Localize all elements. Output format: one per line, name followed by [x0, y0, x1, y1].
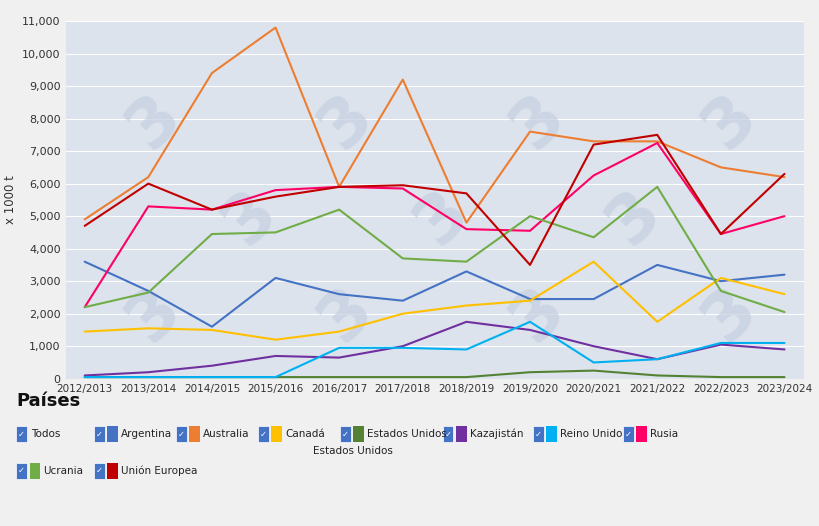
Text: Estados Unidos: Estados Unidos — [367, 429, 446, 439]
Text: Kazajistán: Kazajistán — [469, 429, 523, 439]
Text: 3: 3 — [402, 178, 481, 257]
Text: ✓: ✓ — [624, 429, 631, 439]
Text: 3: 3 — [594, 178, 672, 257]
Text: 3: 3 — [115, 275, 193, 354]
Text: Australia: Australia — [203, 429, 250, 439]
Text: Canadá: Canadá — [285, 429, 324, 439]
Text: 3: 3 — [306, 275, 385, 354]
Text: Argentina: Argentina — [121, 429, 172, 439]
Text: ✓: ✓ — [96, 429, 103, 439]
Text: 3: 3 — [690, 275, 768, 354]
Text: 3: 3 — [498, 82, 577, 161]
Text: Todos: Todos — [31, 429, 61, 439]
Text: ✓: ✓ — [444, 429, 451, 439]
Text: ✓: ✓ — [178, 429, 185, 439]
Text: ✓: ✓ — [18, 466, 25, 476]
Text: 3: 3 — [498, 275, 577, 354]
Text: ✓: ✓ — [342, 429, 349, 439]
Text: Estados Unidos: Estados Unidos — [313, 446, 393, 456]
Text: Unión Europea: Unión Europea — [121, 466, 197, 476]
Text: Rusia: Rusia — [649, 429, 677, 439]
Text: ✓: ✓ — [534, 429, 541, 439]
Text: Países: Países — [16, 392, 80, 410]
Text: 3: 3 — [306, 82, 385, 161]
Text: ✓: ✓ — [96, 466, 103, 476]
Y-axis label: x 1000 t: x 1000 t — [3, 176, 16, 224]
Text: 3: 3 — [690, 82, 768, 161]
Text: ✓: ✓ — [260, 429, 267, 439]
Text: Reino Unido: Reino Unido — [559, 429, 622, 439]
Text: ✓: ✓ — [18, 429, 25, 439]
Text: 3: 3 — [210, 178, 289, 257]
Text: Ucrania: Ucrania — [43, 466, 84, 476]
Text: 3: 3 — [115, 82, 193, 161]
